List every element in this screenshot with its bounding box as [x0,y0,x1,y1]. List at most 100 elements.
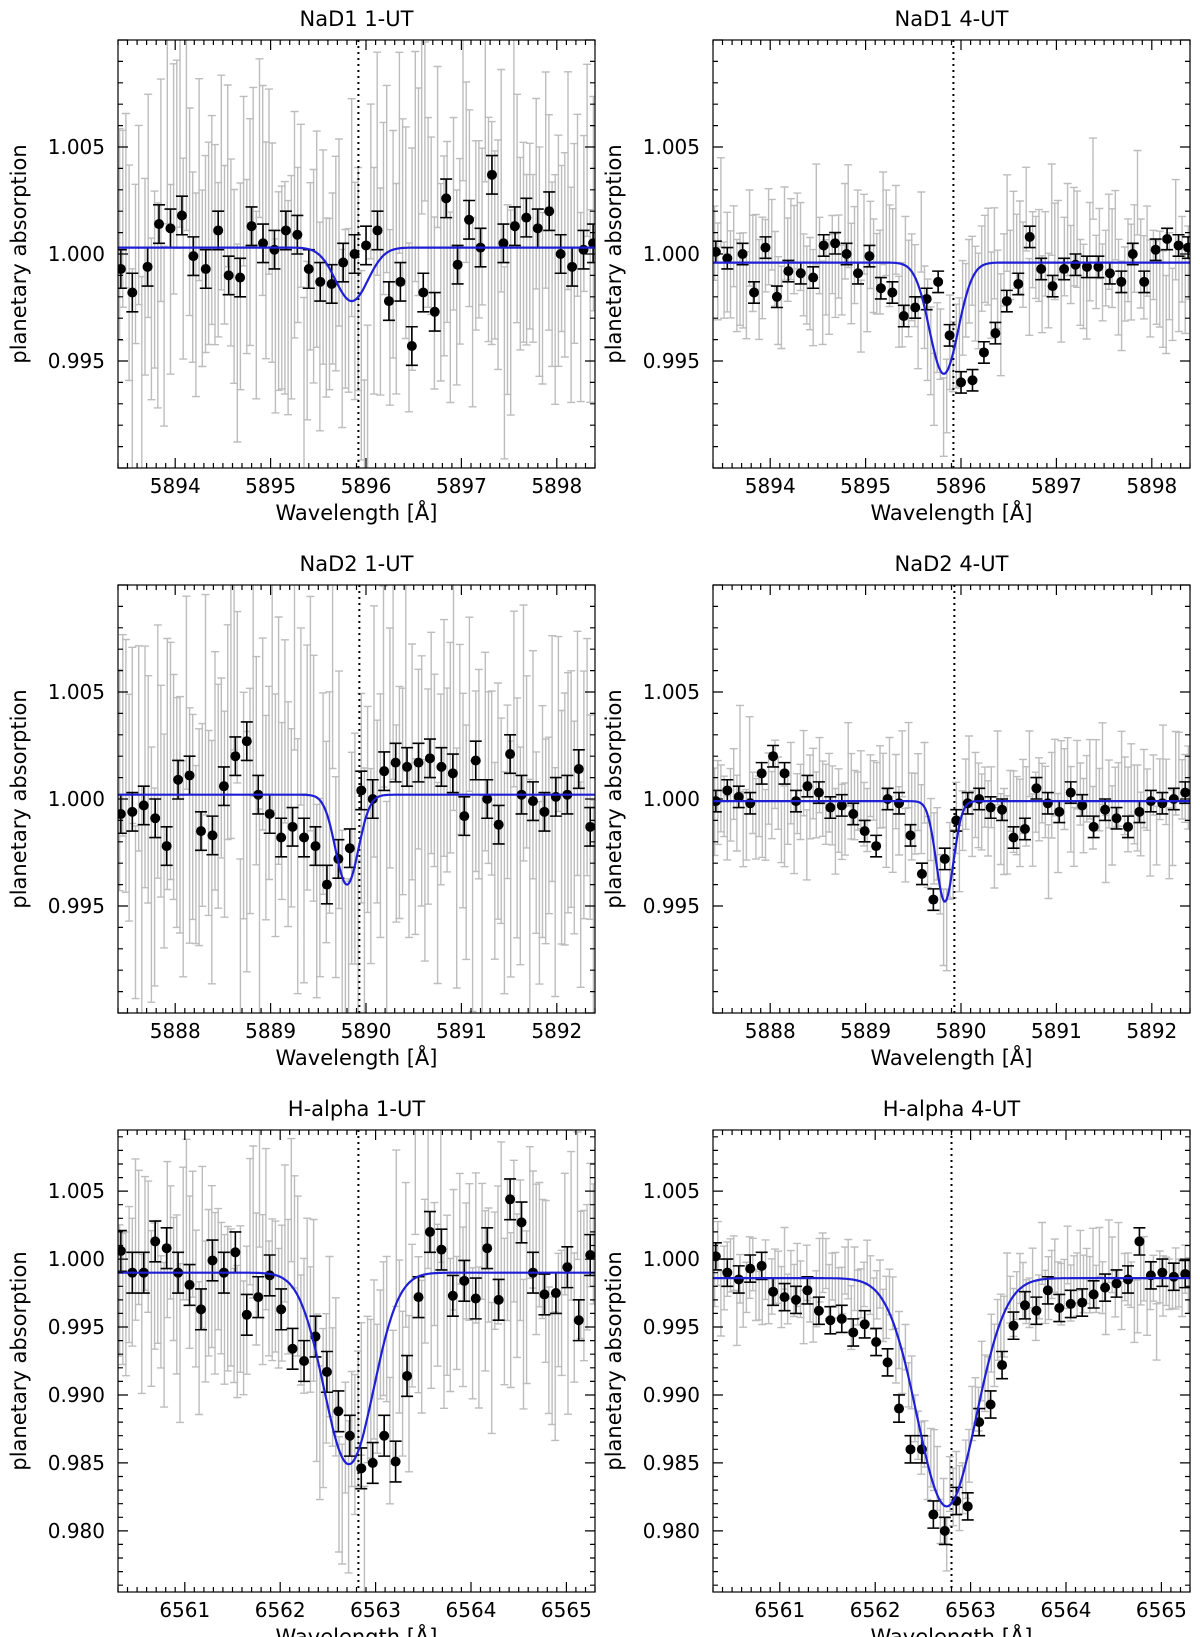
y-axis-label: planetary absorption [602,689,626,908]
binned-point [527,796,538,807]
binned-point [176,210,187,221]
binned-point [287,821,298,832]
y-axis-label: planetary absorption [7,1251,31,1470]
binned-point [1036,263,1047,274]
y-tick-label: 0.990 [48,1383,105,1407]
binned-point [344,1430,355,1441]
x-tick-label: 5896 [341,474,392,498]
ticks [117,39,596,469]
binned-point [871,1336,882,1347]
binned-point [326,278,337,289]
binned-point [493,1294,504,1305]
y-axis-label: planetary absorption [7,689,31,908]
binned-point [928,894,939,905]
x-tick-label: 5891 [1031,1019,1082,1043]
x-tick-label: 5889 [840,1019,891,1043]
x-tick-label: 5895 [245,474,296,498]
x-tick-label: 6564 [446,1598,497,1622]
binned-point [127,806,138,817]
binned-point [299,1356,310,1366]
binned-point [1065,1298,1076,1309]
y-tick-label: 1.005 [643,680,700,704]
fit-line [713,261,1190,375]
binned-point [165,223,176,234]
fit-line [118,793,595,886]
y-tick-label: 1.000 [643,787,700,811]
binned-point [447,768,458,779]
binned-point [585,1250,595,1261]
binned-point [956,377,967,388]
binned-point [367,794,378,804]
binned-point [424,753,435,764]
binned-point [1122,821,1133,832]
binned-point [1116,276,1127,287]
binned-point [459,1275,470,1286]
binned-point [361,240,372,251]
y-tick-label: 0.985 [48,1451,105,1475]
x-tick-label: 5897 [1031,474,1082,498]
binned-point [253,1292,264,1303]
binned-point [223,270,234,281]
y-tick-label: 0.995 [48,349,105,373]
raw-data-errorbars [118,40,595,468]
y-tick-label: 1.005 [48,1179,105,1203]
binned-point [962,1501,973,1512]
binned-point [985,1399,996,1410]
binned-point [315,276,326,287]
ticks [712,584,1191,1014]
binned-point [756,1260,767,1271]
binned-point [292,229,303,240]
binned-point [505,1194,516,1205]
binned-point [195,826,206,837]
binned-point [436,1244,447,1255]
binned-point [1065,787,1076,798]
panel-2: NaD1 4-UT 5894 5895 5896 5897 5898 0.995 1.000 1… [602,7,1191,525]
y-tick-label: 1.005 [643,135,700,159]
x-tick-label: 5890 [341,1019,392,1043]
binned-point [470,1293,481,1304]
binned-point [379,1430,390,1441]
binned-point [367,1457,378,1468]
binned-point [213,225,224,236]
binned-point [939,853,950,864]
binned-point [1180,1269,1190,1280]
y-tick-label: 1.000 [643,242,700,266]
binned-point [1088,821,1099,832]
binned-point [280,225,291,236]
fit-line [118,1271,595,1466]
y-tick-label: 1.000 [48,787,105,811]
binned-point [344,843,355,854]
binned-point [1019,1300,1030,1311]
binned-point [452,259,463,270]
binned-point [333,1406,344,1417]
binned-point [859,1319,870,1330]
binned-point [573,1315,584,1326]
binned-point [161,1243,172,1254]
binned-point [1111,813,1122,824]
raw-data-errorbars [713,1219,1190,1572]
fit-line [713,800,1190,903]
binned-point [447,1290,458,1301]
binned-point [1134,806,1145,817]
raw-errorbar-path [713,137,1190,457]
binned-point [848,808,859,819]
panel-title: NaD2 1-UT [300,552,414,576]
binned-point [338,257,349,268]
binned-point [585,821,595,832]
binned-point [749,287,760,298]
binned-point [521,212,532,223]
x-tick-label: 6565 [541,1598,592,1622]
binned-point [1162,234,1173,245]
binned-point [154,219,165,230]
binned-point [276,1304,287,1315]
binned-point [1150,244,1161,255]
binned-point [802,781,813,792]
y-tick-label: 1.000 [643,1247,700,1271]
binned-point [532,223,543,234]
binned-point [550,791,561,802]
binned-point [573,764,584,775]
binned-point [207,830,218,841]
binned-point [406,341,417,352]
binned-point [258,238,269,249]
x-tick-label: 6563 [350,1598,401,1622]
